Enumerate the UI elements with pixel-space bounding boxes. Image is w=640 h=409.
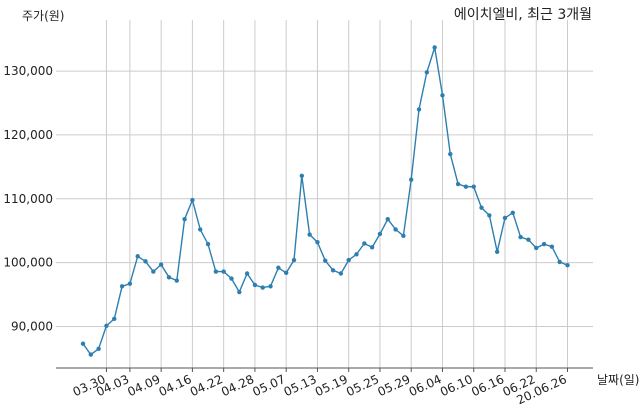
data-point — [541, 241, 547, 247]
data-point — [455, 181, 461, 187]
data-point — [565, 262, 570, 268]
data-point — [252, 282, 258, 288]
data-point — [409, 177, 414, 182]
data-point — [260, 285, 265, 290]
data-point — [221, 269, 226, 274]
data-point — [80, 341, 86, 346]
data-point — [315, 240, 320, 245]
data-point — [291, 257, 297, 263]
data-point — [393, 227, 398, 232]
data-point — [307, 232, 312, 237]
data-point — [213, 269, 219, 274]
data-point — [440, 93, 445, 98]
data-point — [190, 197, 195, 203]
data-point — [119, 284, 125, 289]
data-point — [510, 210, 515, 216]
data-point — [283, 270, 289, 276]
data-point — [526, 237, 531, 242]
data-point — [448, 151, 453, 157]
data-point — [135, 254, 140, 259]
data-point — [557, 259, 562, 265]
data-point — [502, 215, 508, 221]
data-point — [377, 231, 383, 237]
data-point — [338, 271, 344, 276]
data-point — [432, 45, 437, 50]
y-tick-label: 90,000 — [11, 319, 53, 333]
data-point — [166, 275, 172, 280]
data-point — [229, 276, 234, 281]
x-tick-labels: 03.3004.0304.0904.1604.2204.2805.0705.13… — [71, 368, 569, 407]
y-tick-label: 120,000 — [3, 128, 53, 142]
data-point — [205, 241, 211, 247]
data-point — [416, 107, 422, 112]
data-point — [362, 241, 367, 246]
y-tick-label: 100,000 — [3, 256, 53, 270]
data-point — [463, 184, 469, 189]
y-axis-title: 주가(원) — [22, 9, 64, 23]
price-line — [82, 47, 568, 356]
data-point — [401, 233, 406, 239]
data-point — [494, 249, 500, 254]
data-point — [385, 217, 390, 222]
x-axis-title: 날짜(일) — [597, 373, 639, 387]
grid — [56, 20, 593, 368]
price-series — [80, 45, 570, 357]
data-point — [369, 245, 375, 250]
data-point — [174, 278, 179, 283]
chart-title: 에이치엘비, 최근 3개월 — [454, 7, 592, 23]
data-point — [424, 70, 430, 75]
data-point — [88, 352, 94, 357]
data-point — [549, 244, 555, 249]
data-point — [276, 265, 281, 270]
data-point — [237, 289, 242, 295]
y-tick-labels: 90,000 100,000 110,000 120,000 130,000 — [3, 64, 53, 333]
data-point — [346, 257, 351, 263]
data-point — [323, 258, 328, 263]
data-point — [96, 346, 101, 352]
y-tick-label: 110,000 — [3, 192, 53, 206]
data-point — [182, 217, 187, 222]
data-point — [198, 227, 203, 232]
data-point — [330, 268, 336, 273]
data-point — [471, 184, 476, 189]
data-point — [244, 271, 250, 276]
data-point — [143, 259, 148, 264]
data-point — [518, 234, 523, 240]
data-point — [534, 245, 539, 251]
data-point — [104, 323, 109, 329]
data-point — [158, 262, 164, 267]
data-point — [268, 284, 273, 289]
data-point — [299, 173, 305, 179]
data-point — [479, 205, 484, 210]
data-point — [112, 316, 117, 322]
data-point — [354, 252, 359, 257]
data-point — [151, 269, 156, 274]
data-point — [487, 213, 492, 218]
data-point — [127, 281, 133, 286]
y-tick-label: 130,000 — [3, 64, 53, 78]
